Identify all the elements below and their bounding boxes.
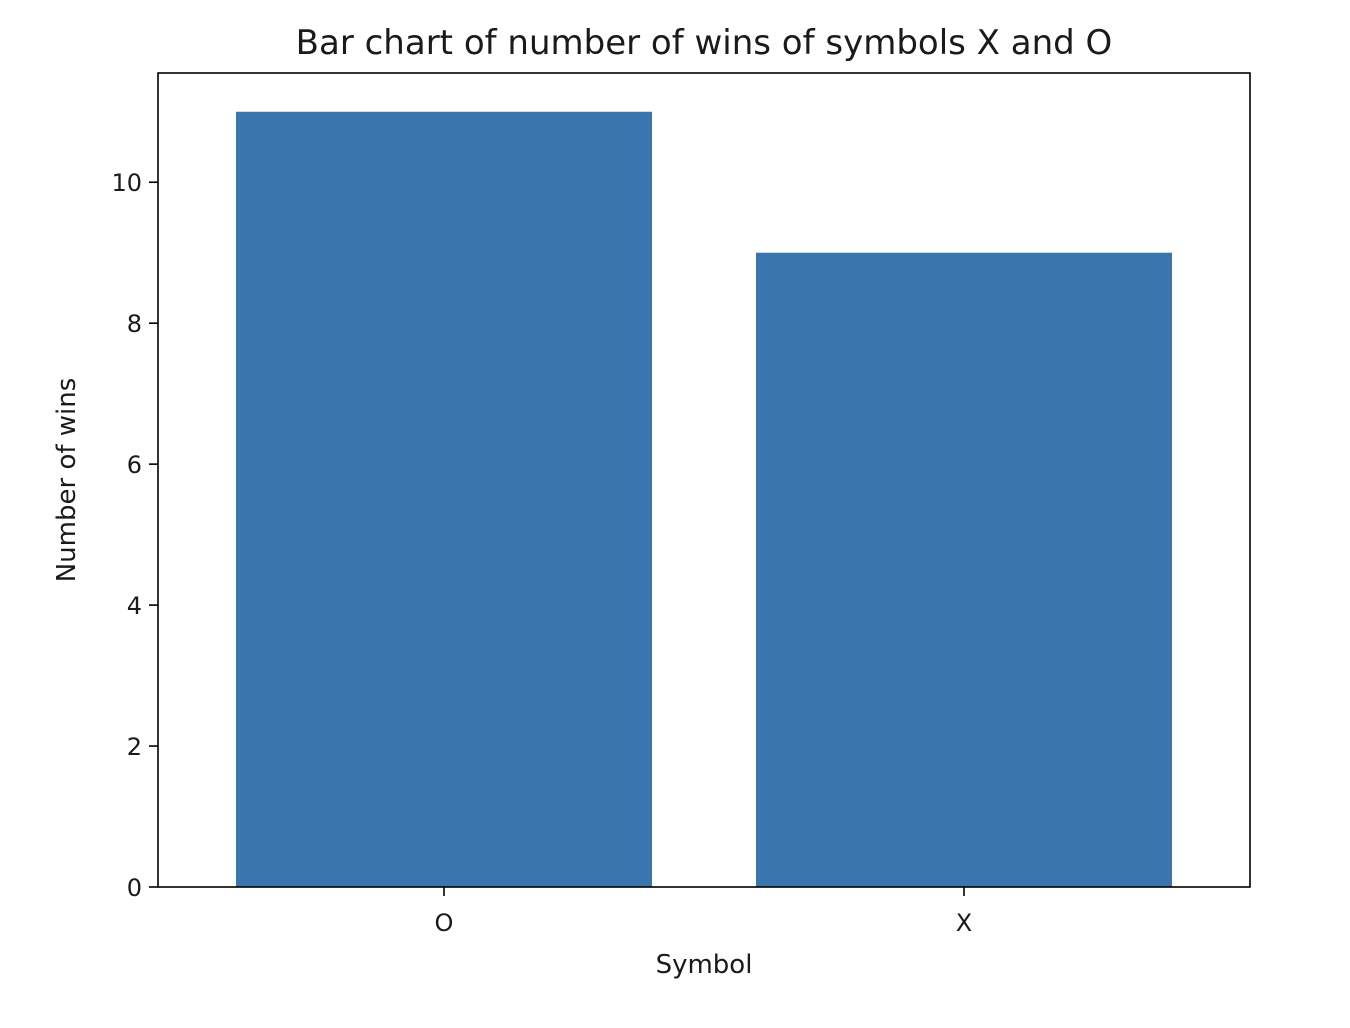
- y-tick-label: 4: [127, 592, 142, 620]
- y-tick-label: 8: [127, 310, 142, 338]
- y-axis: 0 2 4 6 8 10: [111, 169, 158, 902]
- plot-frame: [157, 72, 1251, 888]
- bar-o: [236, 111, 652, 887]
- chart-title: Bar chart of number of wins of symbols X…: [296, 23, 1113, 63]
- x-axis-label: Symbol: [656, 950, 753, 980]
- x-tick-label: O: [435, 909, 454, 937]
- bars-group: [236, 111, 1172, 887]
- x-tick-label: X: [956, 909, 972, 937]
- y-tick-label: 0: [127, 874, 142, 902]
- y-tick-label: 2: [127, 733, 142, 761]
- bar-x: [756, 252, 1172, 887]
- y-axis-label: Number of wins: [52, 378, 82, 583]
- y-tick-label: 6: [127, 451, 142, 479]
- y-tick-label: 10: [111, 169, 142, 197]
